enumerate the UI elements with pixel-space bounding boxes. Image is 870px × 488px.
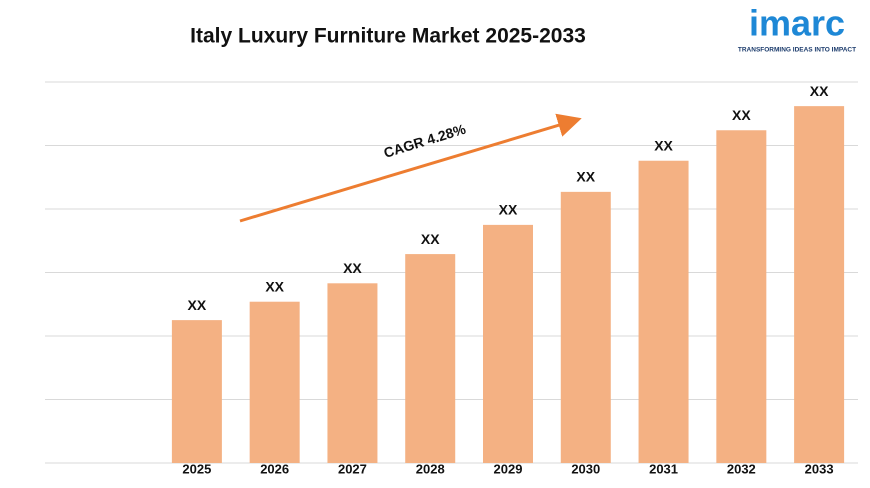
logo-tagline: TRANSFORMING IDEAS INTO IMPACT (738, 47, 856, 54)
x-tick-label: 2029 (494, 461, 523, 476)
bar (716, 130, 767, 463)
bar (560, 191, 611, 464)
bar (794, 106, 845, 463)
logo-name: imarc (749, 3, 845, 44)
x-tick-label: 2027 (338, 461, 367, 476)
value-label: XX (732, 107, 751, 123)
bar (171, 320, 222, 463)
bar (327, 283, 378, 463)
value-label: XX (265, 278, 284, 294)
x-tick-label: 2032 (727, 461, 756, 476)
value-label: XX (188, 297, 207, 313)
x-tick-label: 2028 (416, 461, 445, 476)
value-label: XX (343, 260, 362, 276)
bar (249, 301, 300, 463)
chart-title: Italy Luxury Furniture Market 2025-2033 (190, 25, 586, 48)
bar (405, 254, 456, 463)
cagr-arrow (239, 113, 582, 223)
value-label: XX (421, 231, 440, 247)
value-label: XX (576, 169, 595, 185)
value-label: XX (810, 83, 829, 99)
x-tick-label: 2025 (182, 461, 211, 476)
value-label: XX (499, 202, 518, 218)
x-tick-label: 2026 (260, 461, 289, 476)
x-tick-label: 2033 (805, 461, 834, 476)
bar (638, 160, 689, 464)
x-tick-label: 2031 (649, 461, 678, 476)
cagr-label: CAGR 4.28% (382, 121, 468, 161)
value-label: XX (654, 137, 673, 153)
x-tick-label: 2030 (571, 461, 600, 476)
bar (483, 224, 533, 463)
